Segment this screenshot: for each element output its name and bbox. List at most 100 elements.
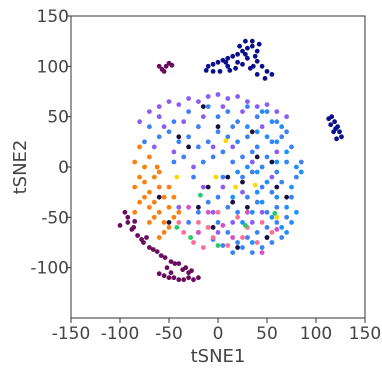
data-point [334, 136, 339, 142]
data-point [156, 235, 162, 240]
data-point [240, 48, 245, 54]
data-point [220, 104, 226, 109]
data-point [235, 209, 241, 215]
data-point [156, 209, 162, 215]
data-point [225, 63, 231, 69]
data-point [245, 55, 250, 61]
data-point [137, 174, 143, 180]
data-point [205, 104, 211, 109]
data-point [245, 209, 250, 215]
data-point [243, 223, 248, 228]
data-point [284, 129, 289, 135]
data-point [137, 119, 143, 125]
data-point [215, 243, 221, 248]
data-point [225, 243, 231, 248]
data-point [217, 69, 223, 74]
data-point [249, 220, 255, 225]
data-point [264, 225, 270, 230]
data-point [147, 220, 152, 225]
data-point [132, 184, 138, 190]
data-point [254, 189, 260, 195]
y-axis-ticks: -100 -50 0 50 100 150 [30, 7, 71, 279]
data-point [225, 230, 231, 235]
data-point [326, 116, 332, 122]
data-point [294, 164, 299, 170]
data-point [274, 109, 280, 114]
data-point [235, 59, 241, 65]
data-point [176, 134, 182, 140]
data-point [225, 55, 231, 61]
data-point [339, 134, 344, 140]
data-point [225, 174, 231, 180]
data-point [284, 114, 289, 120]
data-point [243, 38, 248, 44]
data-point [142, 179, 147, 185]
data-point [249, 43, 255, 49]
data-point [245, 235, 250, 240]
data-point [135, 233, 141, 238]
data-point [174, 174, 180, 180]
data-point [220, 184, 226, 190]
data-point [240, 109, 245, 114]
data-point [186, 275, 192, 281]
data-point [156, 169, 162, 175]
data-point [269, 72, 275, 77]
data-point [166, 99, 172, 104]
data-point [235, 214, 241, 220]
data-point [249, 250, 255, 256]
data-point [196, 99, 201, 104]
data-point [122, 209, 128, 215]
data-point [269, 240, 275, 245]
data-point [284, 194, 289, 200]
data-point [171, 149, 177, 155]
data-point [196, 204, 201, 210]
data-point [166, 204, 172, 210]
data-point [230, 53, 236, 59]
data-point [235, 94, 241, 99]
y-tick-label: 0 [58, 158, 69, 178]
data-point [289, 194, 294, 200]
data-point [158, 253, 164, 258]
data-point [147, 204, 152, 210]
data-point [264, 102, 270, 107]
data-point [186, 144, 192, 150]
data-point [259, 250, 265, 256]
data-point [205, 184, 211, 190]
data-point [254, 169, 260, 175]
data-point [205, 199, 211, 205]
data-point [205, 225, 211, 230]
data-point [215, 194, 221, 200]
data-point [284, 149, 289, 155]
data-point [196, 124, 201, 130]
data-point [151, 174, 157, 180]
data-point [254, 154, 260, 160]
data-point [245, 124, 250, 130]
data-point [125, 214, 131, 220]
data-point [142, 164, 147, 170]
data-point [240, 220, 245, 225]
data-point [328, 122, 334, 128]
data-point [131, 225, 137, 230]
data-point [225, 134, 231, 140]
data-point [137, 144, 143, 150]
data-point [252, 182, 258, 188]
data-point [243, 51, 248, 57]
data-point [210, 144, 216, 150]
data-point [205, 63, 211, 69]
data-point [254, 144, 260, 150]
data-point [259, 109, 265, 114]
data-point [240, 245, 245, 250]
y-tick-label: 100 [37, 57, 69, 77]
data-point [151, 144, 157, 150]
data-point [240, 189, 245, 195]
data-point [259, 245, 265, 250]
data-point [166, 184, 172, 190]
data-point [147, 109, 152, 114]
data-point [249, 240, 255, 245]
data-point [240, 179, 245, 185]
data-point [274, 194, 280, 200]
data-point [163, 63, 169, 69]
data-point [161, 220, 167, 225]
data-point [332, 119, 337, 125]
data-point [205, 139, 211, 145]
